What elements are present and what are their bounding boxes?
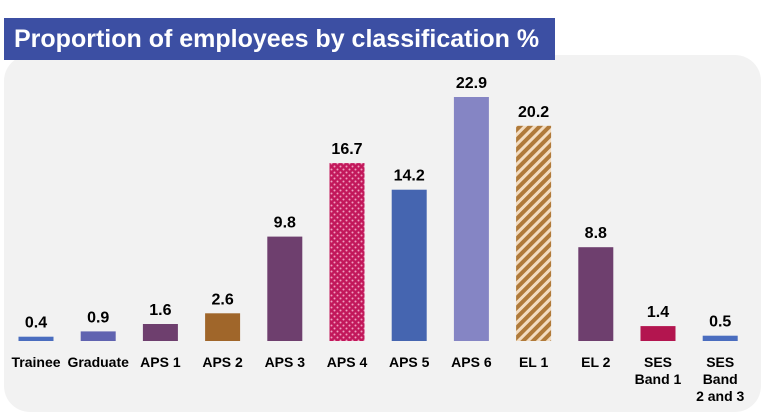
value-label-10: 1.4 — [647, 304, 669, 321]
category-label-0: Trainee — [11, 354, 60, 370]
category-label-4: APS 3 — [265, 354, 306, 370]
bar-6 — [391, 189, 427, 341]
category-label-9: EL 2 — [581, 354, 611, 370]
value-label-6: 14.2 — [394, 168, 425, 185]
bar-5 — [329, 163, 365, 341]
category-label-3: APS 2 — [202, 354, 243, 370]
value-label-3: 2.6 — [211, 291, 233, 308]
bar-1 — [80, 331, 116, 341]
category-label-8: EL 1 — [519, 354, 549, 370]
value-label-0: 0.4 — [25, 315, 47, 332]
category-label-5: APS 4 — [327, 354, 368, 370]
bar-8 — [516, 125, 552, 341]
category-label-7: APS 6 — [451, 354, 492, 370]
value-label-11: 0.5 — [709, 314, 731, 331]
category-label-11: SES Band 2 and 3 — [696, 354, 744, 404]
value-label-9: 8.8 — [585, 225, 607, 242]
category-label-2: APS 1 — [140, 354, 181, 370]
value-label-8: 20.2 — [518, 104, 549, 121]
value-label-7: 22.9 — [456, 75, 487, 92]
category-label-10: SES Band 1 — [635, 354, 682, 387]
bar-11 — [702, 335, 738, 341]
category-label-6: APS 5 — [389, 354, 430, 370]
bar-9 — [578, 247, 614, 341]
bar-3 — [205, 313, 241, 341]
bar-7 — [453, 97, 489, 341]
value-label-4: 9.8 — [274, 215, 296, 232]
category-label-1: Graduate — [67, 354, 129, 370]
bar-10 — [640, 326, 676, 341]
bar-0 — [18, 336, 54, 341]
value-label-1: 0.9 — [87, 309, 109, 326]
value-label-5: 16.7 — [331, 141, 362, 158]
chart-panel — [4, 55, 761, 412]
bar-4 — [267, 236, 303, 341]
bar-2 — [142, 324, 178, 341]
value-label-2: 1.6 — [149, 302, 171, 319]
chart-title: Proportion of employees by classificatio… — [4, 18, 555, 60]
